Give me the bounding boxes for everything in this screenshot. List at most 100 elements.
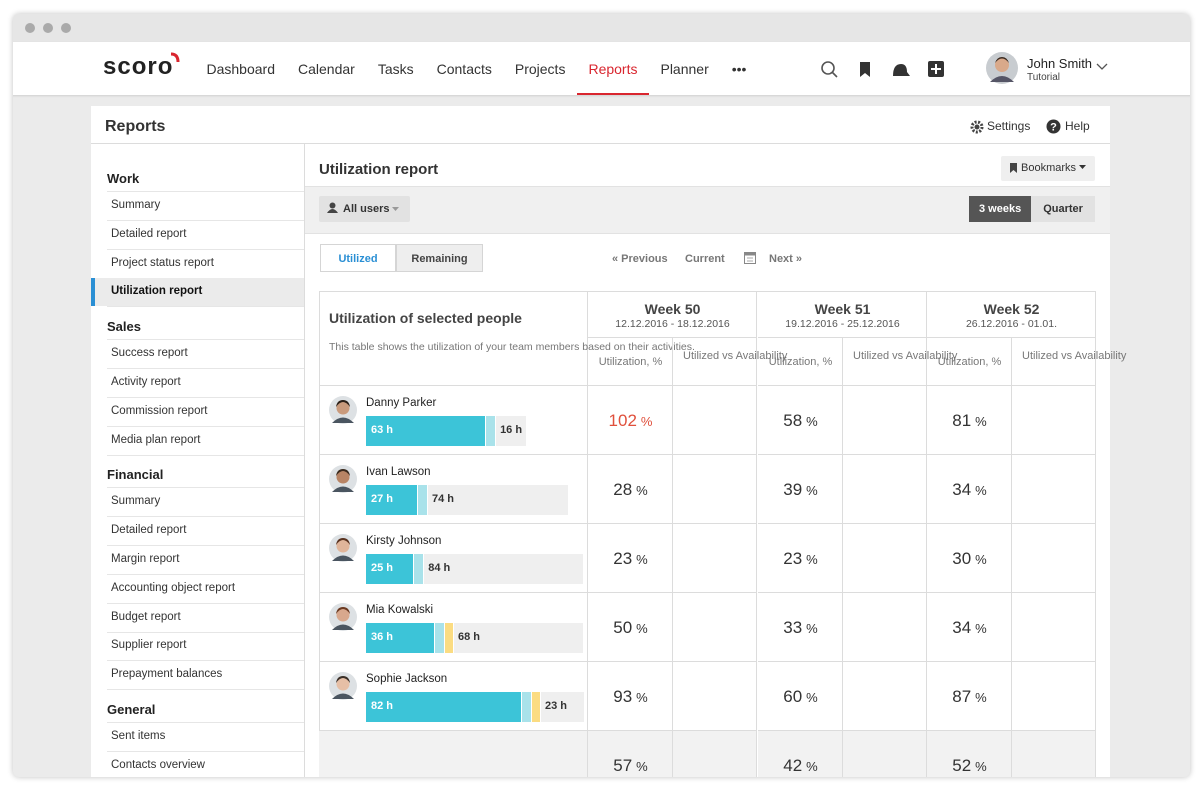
view-tabs: Utilized Remaining: [320, 244, 483, 272]
period-button[interactable]: Quarter: [1031, 196, 1095, 222]
person-name[interactable]: Sophie Jackson: [366, 673, 448, 685]
nav-item[interactable]: Planner: [660, 60, 709, 77]
utilization-value: 33%: [758, 618, 843, 638]
sidebar-item[interactable]: Prepayment balances: [111, 668, 223, 681]
nav-item[interactable]: Reports: [576, 42, 649, 95]
value-unit: h: [443, 562, 451, 574]
value-number: 82: [371, 700, 384, 712]
pager-current[interactable]: Current: [685, 253, 725, 265]
sidebar-item[interactable]: Supplier report: [111, 639, 187, 652]
user-filter-label[interactable]: All users: [343, 203, 390, 215]
value-number: 74: [432, 493, 445, 505]
sidebar-item[interactable]: Summary: [111, 495, 161, 508]
sidebar-item[interactable]: Utilization report: [111, 285, 203, 298]
used-bar: [366, 416, 486, 446]
sidebar-item[interactable]: Activity report: [111, 376, 181, 388]
sidebar-item[interactable]: Summary: [111, 199, 161, 211]
value-number: 25: [371, 562, 384, 574]
nav-item[interactable]: •••: [731, 60, 747, 77]
value-unit: %: [640, 414, 653, 429]
used-label: 63 h: [371, 424, 393, 436]
pager-previous[interactable]: « Previous: [612, 253, 668, 265]
utilization-value: 58%: [758, 411, 843, 431]
week-dates: 19.12.2016 - 25.12.2016: [785, 318, 900, 330]
utilization-value: 42%: [758, 756, 843, 776]
sidebar-section-title: General: [107, 702, 156, 717]
value-unit: %: [975, 414, 987, 429]
table-cell: [673, 662, 757, 731]
settings-link[interactable]: Settings: [987, 119, 1031, 133]
sidebar-item[interactable]: Detailed report: [111, 227, 187, 240]
value-unit: h: [386, 700, 393, 712]
sidebar-divider: [107, 689, 304, 691]
used-label: 82 h: [371, 700, 393, 712]
user-name[interactable]: John Smith: [1027, 56, 1093, 71]
user-avatar[interactable]: [986, 52, 1018, 84]
table-cell: [588, 731, 673, 777]
period-button[interactable]: 3 weeks: [969, 196, 1032, 222]
person-name[interactable]: Ivan Lawson: [366, 466, 431, 478]
calendar-icon[interactable]: [744, 251, 756, 264]
sidebar-item[interactable]: Contacts overview: [111, 758, 205, 771]
table-cell: [843, 524, 927, 593]
sidebar-item[interactable]: Success report: [111, 347, 188, 360]
nav-item[interactable]: Dashboard: [206, 60, 276, 77]
nav-item[interactable]: Tasks: [377, 60, 414, 77]
sidebar-item[interactable]: Margin report: [111, 553, 180, 565]
table-cell: [927, 662, 1012, 731]
person-avatar: [329, 396, 357, 424]
table-cell: [588, 386, 673, 455]
table-cell: [1012, 455, 1096, 524]
sidebar-item[interactable]: Sent items: [111, 730, 166, 742]
logo[interactable]: scoro: [103, 53, 174, 80]
value-unit: %: [636, 483, 648, 498]
remaining-bar: [424, 554, 583, 584]
help-link[interactable]: Help: [1065, 119, 1090, 133]
table-cell: [588, 662, 673, 731]
value-number: 23: [783, 549, 803, 568]
value-unit: h: [473, 631, 481, 643]
sidebar-divider: [107, 751, 304, 752]
value-unit: %: [806, 552, 818, 567]
nav-items: Dashboard Calendar Tasks Contacts Projects Re…: [195, 42, 758, 95]
user-menu-chevron[interactable]: [1096, 62, 1108, 72]
utilization-value: 23%: [758, 549, 843, 569]
person-name[interactable]: Danny Parker: [366, 397, 437, 409]
utilization-value: 23%: [588, 549, 673, 569]
bookmarks-label[interactable]: Bookmarks: [1021, 162, 1077, 174]
person-name[interactable]: Kirsty Johnson: [366, 535, 442, 547]
sidebar-item[interactable]: Media plan report: [111, 433, 201, 446]
sidebar-item[interactable]: Budget report: [111, 610, 181, 623]
value-number: 23: [544, 700, 558, 712]
table-cell: [758, 662, 843, 731]
period-toggle: 3 weeks Quarter: [969, 196, 1095, 222]
table-cell: [927, 291, 1096, 338]
used-bar: [366, 485, 418, 515]
sidebar-item[interactable]: Accounting object report: [111, 581, 236, 594]
view-tab[interactable]: Utilized: [320, 244, 396, 272]
value-number: 84: [428, 562, 441, 574]
value-number: 57: [613, 756, 633, 775]
value-number: 28: [613, 480, 633, 499]
browser-window: scoro Dashboard Calendar Tasks Contacts Proj…: [13, 14, 1190, 777]
used-bar: [366, 554, 414, 584]
column-header: Utilized vs Availability: [683, 350, 788, 362]
value-unit: h: [560, 700, 567, 712]
value-unit: %: [975, 759, 987, 774]
nav-item[interactable]: Contacts: [436, 60, 492, 77]
sidebar-active-marker: [91, 278, 95, 307]
table-cell: [1012, 662, 1096, 731]
nav-item[interactable]: Calendar: [298, 60, 355, 77]
pager-next[interactable]: Next »: [769, 253, 803, 265]
sidebar-section-title: Sales: [107, 319, 141, 335]
sidebar-section-title: Work: [107, 171, 140, 186]
sidebar-item[interactable]: Detailed report: [111, 524, 187, 537]
sidebar-item[interactable]: Project status report: [111, 256, 214, 269]
value-number: 52: [952, 756, 972, 775]
view-tab[interactable]: Remaining: [396, 244, 483, 272]
nav-item[interactable]: Projects: [514, 60, 566, 77]
sidebar-item[interactable]: Commission report: [111, 404, 208, 417]
scheduled-bar: [418, 485, 428, 515]
utilization-value: 34%: [927, 480, 1012, 500]
person-name[interactable]: Mia Kowalski: [366, 604, 434, 616]
